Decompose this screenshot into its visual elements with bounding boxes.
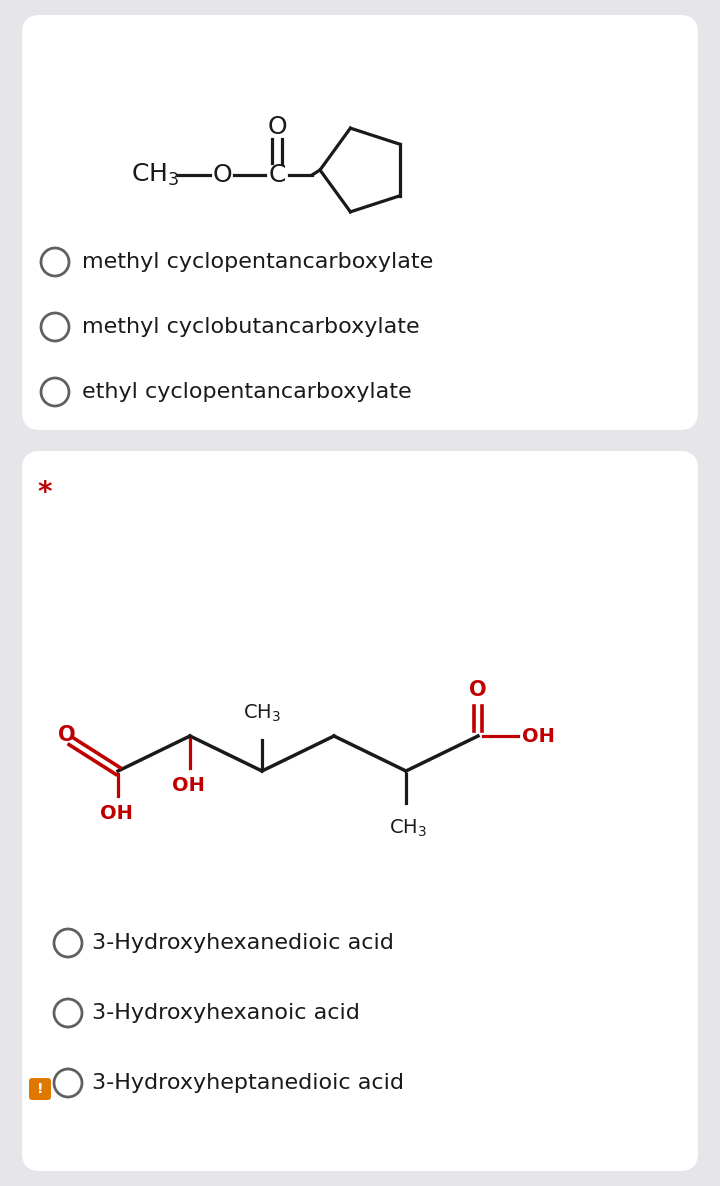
Text: ethyl cyclopentancarboxylate: ethyl cyclopentancarboxylate [82, 382, 412, 402]
Text: $\mathregular{CH_3}$: $\mathregular{CH_3}$ [243, 703, 281, 725]
Text: OH: OH [171, 776, 204, 795]
Text: *: * [37, 479, 53, 506]
Text: O: O [469, 680, 487, 700]
FancyBboxPatch shape [29, 1078, 51, 1099]
Text: 3-Hydroxyheptanedioic acid: 3-Hydroxyheptanedioic acid [92, 1073, 404, 1093]
Text: methyl cyclopentancarboxylate: methyl cyclopentancarboxylate [82, 251, 433, 272]
Text: 3-Hydroxyhexanedioic acid: 3-Hydroxyhexanedioic acid [92, 933, 394, 954]
Text: !: ! [37, 1082, 43, 1096]
Text: C: C [269, 162, 286, 187]
Text: O: O [267, 115, 287, 139]
Text: 3-Hydroxyhexanoic acid: 3-Hydroxyhexanoic acid [92, 1003, 360, 1024]
Text: $\mathregular{CH_3}$: $\mathregular{CH_3}$ [131, 162, 179, 189]
FancyBboxPatch shape [22, 15, 698, 431]
Text: methyl cyclobutancarboxylate: methyl cyclobutancarboxylate [82, 317, 420, 337]
Text: O: O [212, 162, 232, 187]
Text: $\mathregular{CH_3}$: $\mathregular{CH_3}$ [389, 818, 427, 840]
Text: OH: OH [99, 804, 132, 823]
Text: OH: OH [521, 727, 554, 746]
Text: O: O [58, 726, 76, 745]
FancyBboxPatch shape [22, 451, 698, 1171]
